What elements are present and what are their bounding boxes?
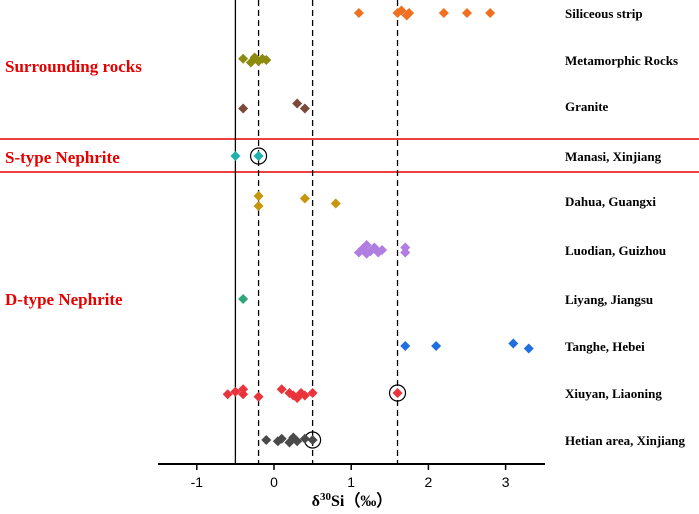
granite-point	[238, 103, 249, 114]
hetian-area-xinjiang-point	[299, 433, 310, 444]
hetian-area-xinjiang-point	[292, 436, 303, 447]
tanghe-hebei-point	[431, 341, 442, 351]
group-labels: Surrounding rocks S-type Nephrite D-type N…	[5, 57, 142, 309]
x-axis: -1 0 1 2 3	[158, 463, 545, 490]
siliceous-strip-point	[404, 8, 415, 18]
siliceous-strip-point	[485, 8, 496, 18]
xiuyan-liaoning-point	[222, 389, 233, 400]
siliceous-strip-point	[438, 8, 449, 18]
row-label-dahua-guangxi: Dahua, Guangxi	[565, 194, 656, 209]
dahua-guangxi-point	[253, 201, 264, 211]
xiuyan-liaoning-point	[253, 391, 264, 402]
row-label-tanghe-hebei: Tanghe, Hebei	[565, 339, 645, 354]
x-axis-label: δ30Si（‰）	[312, 491, 393, 510]
highlight-circles	[249, 147, 407, 449]
dahua-guangxi-point	[253, 191, 264, 201]
dahua-guangxi-point	[299, 193, 310, 204]
manasi-xinjiang-highlight-circle	[249, 147, 268, 165]
data-points	[222, 5, 534, 448]
liyang-jiangsu-point	[238, 294, 249, 304]
dahua-guangxi-point	[330, 198, 341, 209]
tanghe-hebei-point	[508, 338, 519, 349]
luodian-guizhou-point	[400, 242, 411, 253]
x-tick-label: 1	[347, 474, 355, 490]
tanghe-hebei-point	[523, 343, 534, 354]
row-labels: Siliceous strip Metamorphic Rocks Granite M…	[565, 6, 686, 448]
row-label-luodian-guizhou: Luodian, Guizhou	[565, 243, 666, 258]
metamorphic-rocks-point	[249, 52, 260, 63]
group-label-surrounding-rocks: Surrounding rocks	[5, 57, 142, 76]
luodian-guizhou-point	[377, 245, 388, 255]
metamorphic-rocks-point	[238, 53, 249, 64]
group-separators	[0, 138, 699, 173]
group-label-s-type-nephrite: S-type Nephrite	[5, 148, 120, 167]
xiuyan-liaoning-point	[230, 386, 241, 397]
reference-lines	[234, 0, 399, 464]
xiuyan-liaoning-highlight-circle	[388, 384, 407, 402]
row-label-liyang-jiangsu: Liyang, Jiangsu	[565, 292, 653, 307]
xiuyan-liaoning-point	[276, 384, 287, 395]
row-label-xiuyan-liaoning: Xiuyan, Liaoning	[565, 386, 662, 401]
metamorphic-rocks-point	[261, 55, 272, 65]
xiuyan-liaoning-point	[299, 390, 310, 401]
x-tick-label: 3	[502, 474, 510, 490]
manasi-xinjiang-point	[253, 151, 264, 161]
hetian-area-xinjiang-point	[261, 435, 272, 445]
siliceous-strip-point	[396, 5, 407, 16]
row-label-siliceous-strip: Siliceous strip	[565, 6, 643, 21]
row-label-manasi-xinjiang: Manasi, Xinjiang	[565, 149, 662, 164]
manasi-xinjiang-point	[230, 151, 241, 161]
hetian-area-xinjiang-point	[307, 435, 318, 445]
row-label-hetian-area-xinjiang: Hetian area, Xinjiang	[565, 433, 686, 448]
siliceous-strip-point	[353, 8, 364, 18]
x-tick-label: 2	[425, 474, 433, 490]
x-tick-label: -1	[191, 474, 204, 490]
group-label-d-type-nephrite: D-type Nephrite	[5, 290, 123, 309]
row-label-granite: Granite	[565, 99, 609, 114]
xiuyan-liaoning-point	[392, 388, 403, 398]
tanghe-hebei-point	[400, 341, 411, 351]
row-label-metamorphic-rocks: Metamorphic Rocks	[565, 53, 678, 68]
x-tick-label: 0	[270, 474, 278, 490]
xiuyan-liaoning-point	[238, 384, 249, 395]
hetian-area-xinjiang-point	[276, 433, 287, 444]
granite-point	[299, 103, 310, 114]
siliceous-strip-point	[462, 8, 472, 18]
xiuyan-liaoning-point	[307, 388, 318, 398]
granite-point	[292, 98, 303, 109]
luodian-guizhou-point	[361, 240, 372, 250]
